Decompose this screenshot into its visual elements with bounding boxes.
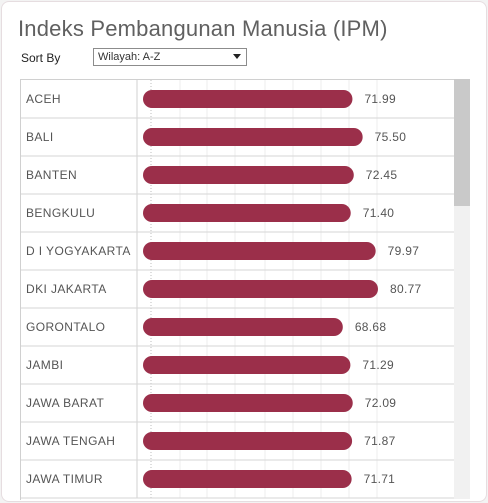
bar-chart: ACEH 71.99 BALI 75.50 BANTEN 72.45 BENGKULU 71.… (21, 80, 455, 499)
bar-value-label: 80.77 (390, 282, 422, 296)
vertical-scrollbar[interactable] (454, 79, 470, 499)
bar (143, 432, 353, 450)
category-label: JAWA TENGAH (26, 434, 115, 448)
category-label: JAWA BARAT (26, 396, 105, 410)
bar-value-label: 71.40 (363, 206, 395, 220)
category-label: BALI (26, 130, 54, 144)
sort-by-label: Sort By (21, 51, 61, 65)
bar (143, 204, 351, 222)
bar (143, 318, 343, 336)
scrollbar-thumb[interactable] (454, 79, 470, 206)
bar (143, 166, 354, 184)
bar (143, 470, 352, 488)
bar-value-label: 75.50 (375, 130, 407, 144)
category-label: GORONTALO (26, 320, 105, 334)
category-label: ACEH (26, 92, 61, 106)
bar-value-label: 79.97 (388, 244, 420, 258)
bar-value-label: 72.45 (366, 168, 398, 182)
bar-value-label: 71.87 (364, 434, 396, 448)
sort-select[interactable]: Wilayah: A-Z (93, 48, 247, 66)
sort-select-value: Wilayah: A-Z (98, 51, 161, 63)
chart-title: Indeks Pembangunan Manusia (IPM) (18, 16, 388, 41)
bar-value-label: 71.29 (362, 358, 394, 372)
category-label: JAWA TIMUR (26, 472, 103, 486)
bar-value-label: 71.71 (364, 472, 396, 486)
bar (143, 280, 378, 298)
category-label: BENGKULU (26, 206, 95, 220)
bar-value-label: 68.68 (355, 320, 387, 334)
bar-value-label: 71.99 (364, 92, 396, 106)
category-label: JAMBI (26, 358, 63, 372)
bar (143, 90, 353, 108)
bar (143, 128, 363, 146)
bar (143, 242, 376, 260)
bar (143, 394, 353, 412)
bar-value-label: 72.09 (365, 396, 397, 410)
category-label: DKI JAKARTA (26, 282, 107, 296)
bar (143, 356, 351, 374)
category-label: BANTEN (26, 168, 77, 182)
category-label: D I YOGYAKARTA (26, 244, 131, 258)
dropdown-arrow-icon (233, 54, 241, 59)
chart-viewport: ACEH 71.99 BALI 75.50 BANTEN 72.45 BENGKULU 71.… (20, 79, 455, 500)
